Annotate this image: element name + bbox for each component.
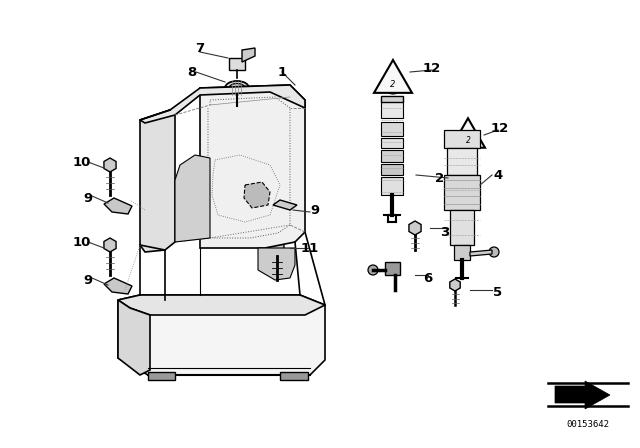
Polygon shape (104, 278, 132, 294)
Polygon shape (444, 130, 480, 148)
Polygon shape (244, 182, 270, 208)
Polygon shape (118, 295, 325, 315)
Polygon shape (175, 155, 210, 242)
Text: 9: 9 (83, 273, 93, 287)
Circle shape (489, 247, 499, 257)
Text: 4: 4 (493, 168, 502, 181)
Text: 12: 12 (491, 121, 509, 134)
Polygon shape (381, 100, 403, 118)
Polygon shape (140, 110, 175, 252)
Polygon shape (385, 262, 400, 275)
Text: 11: 11 (301, 241, 319, 254)
Polygon shape (374, 60, 412, 93)
Ellipse shape (229, 83, 245, 92)
Polygon shape (447, 148, 477, 175)
Polygon shape (200, 85, 305, 248)
Circle shape (114, 202, 122, 210)
Polygon shape (381, 177, 403, 195)
Text: 10: 10 (73, 236, 91, 249)
Text: 6: 6 (424, 271, 433, 284)
Polygon shape (555, 381, 610, 409)
Text: 3: 3 (440, 225, 450, 238)
Text: 5: 5 (493, 285, 502, 298)
Polygon shape (229, 58, 245, 70)
Polygon shape (451, 118, 485, 148)
Ellipse shape (229, 117, 245, 127)
Polygon shape (381, 150, 403, 162)
Polygon shape (381, 164, 403, 175)
Ellipse shape (225, 81, 249, 95)
Polygon shape (140, 85, 305, 123)
Polygon shape (280, 372, 308, 380)
Polygon shape (258, 248, 295, 280)
Text: 9: 9 (83, 191, 93, 204)
Polygon shape (118, 295, 325, 375)
Text: 7: 7 (195, 42, 205, 55)
Polygon shape (242, 48, 255, 62)
Polygon shape (454, 245, 470, 260)
Polygon shape (444, 175, 480, 210)
Polygon shape (381, 96, 403, 102)
Text: 2: 2 (390, 79, 396, 89)
Text: 1: 1 (277, 65, 287, 78)
Text: 10: 10 (73, 155, 91, 168)
Circle shape (114, 282, 122, 290)
Text: 9: 9 (310, 203, 319, 216)
Polygon shape (381, 122, 403, 136)
Text: 8: 8 (188, 65, 196, 78)
Text: 00153642: 00153642 (566, 420, 609, 429)
Text: 2: 2 (465, 135, 470, 145)
Polygon shape (104, 198, 132, 214)
Circle shape (368, 265, 378, 275)
Polygon shape (118, 300, 150, 375)
Polygon shape (470, 250, 492, 256)
Polygon shape (148, 372, 175, 380)
Circle shape (282, 200, 288, 206)
Text: 12: 12 (423, 61, 441, 74)
Polygon shape (273, 200, 297, 210)
Polygon shape (450, 210, 474, 245)
Text: 2: 2 (435, 172, 445, 185)
Polygon shape (381, 138, 403, 148)
Ellipse shape (225, 115, 250, 129)
